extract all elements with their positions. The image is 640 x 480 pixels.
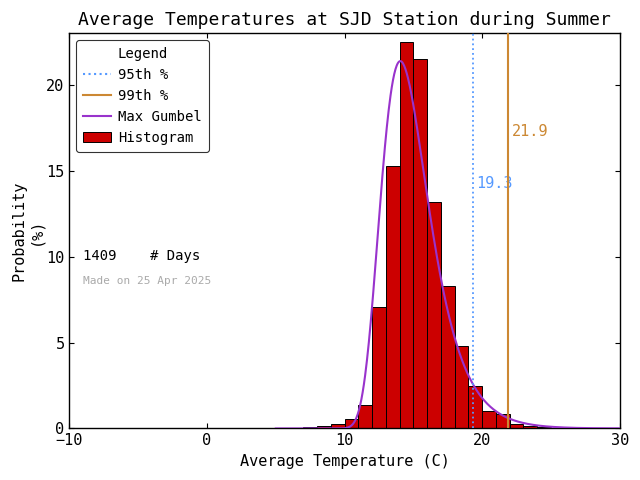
Bar — [372, 307, 386, 429]
Bar — [317, 426, 331, 429]
Text: 21.9: 21.9 — [512, 124, 548, 140]
Bar — [454, 346, 468, 429]
Text: 1409    # Days: 1409 # Days — [83, 249, 200, 263]
Bar — [399, 42, 413, 429]
Bar — [524, 426, 537, 429]
Y-axis label: Probability
(%): Probability (%) — [11, 181, 44, 281]
Bar — [427, 202, 441, 429]
Bar — [496, 414, 509, 429]
Bar — [413, 59, 427, 429]
Bar — [468, 385, 482, 429]
Bar — [344, 419, 358, 429]
Title: Average Temperatures at SJD Station during Summer: Average Temperatures at SJD Station duri… — [78, 11, 611, 29]
X-axis label: Average Temperature (C): Average Temperature (C) — [239, 454, 449, 469]
Legend: 95th %, 99th %, Max Gumbel, Histogram: 95th %, 99th %, Max Gumbel, Histogram — [76, 40, 209, 152]
Text: Made on 25 Apr 2025: Made on 25 Apr 2025 — [83, 276, 211, 287]
Text: 19.3: 19.3 — [476, 176, 513, 191]
Bar — [386, 166, 399, 429]
Bar — [482, 411, 496, 429]
Bar — [537, 427, 551, 429]
Bar — [331, 424, 344, 429]
Bar — [303, 427, 317, 429]
Bar — [441, 286, 454, 429]
Bar — [509, 424, 524, 429]
Bar — [358, 405, 372, 429]
